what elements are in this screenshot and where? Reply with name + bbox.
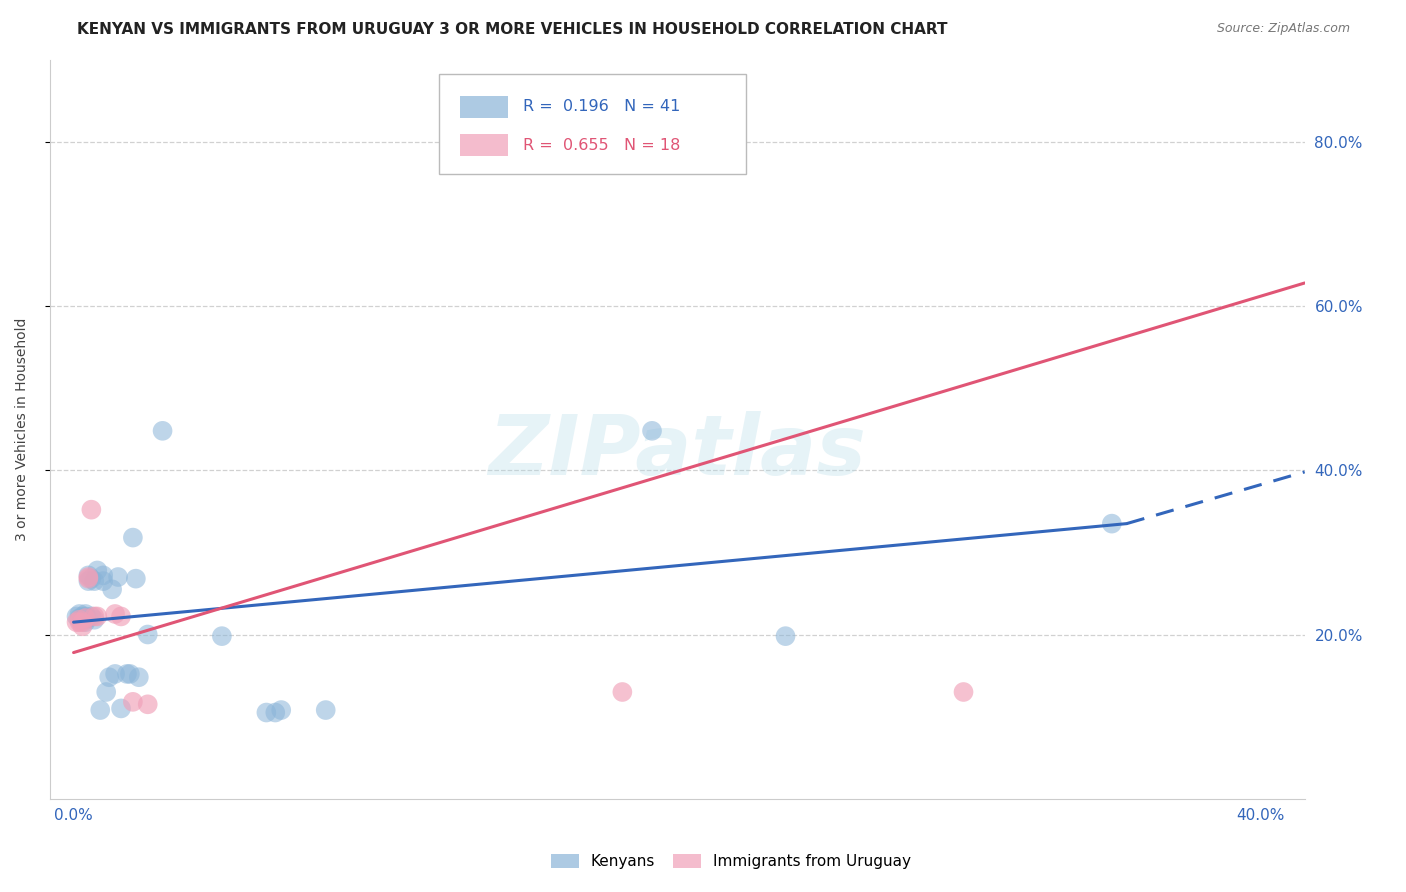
Point xyxy=(83,574,105,588)
Point xyxy=(136,627,159,641)
Point xyxy=(110,609,132,624)
Point xyxy=(80,572,103,586)
Legend: Kenyans, Immigrants from Uruguay: Kenyans, Immigrants from Uruguay xyxy=(546,847,917,875)
Point xyxy=(72,619,94,633)
Point xyxy=(98,670,121,684)
Point xyxy=(80,609,103,624)
Point xyxy=(72,615,94,630)
Point xyxy=(77,570,100,584)
Point xyxy=(69,611,91,625)
Point xyxy=(80,502,103,516)
Point xyxy=(65,615,87,630)
Point xyxy=(69,613,91,627)
Point xyxy=(128,670,150,684)
Text: R =  0.655   N = 18: R = 0.655 N = 18 xyxy=(523,138,681,153)
Point xyxy=(72,609,94,624)
Bar xyxy=(460,135,508,156)
Point xyxy=(91,568,114,582)
Text: Source: ZipAtlas.com: Source: ZipAtlas.com xyxy=(1216,22,1350,36)
Bar xyxy=(460,95,508,118)
Point xyxy=(77,574,100,588)
Point xyxy=(118,667,141,681)
Point xyxy=(75,611,97,625)
Point xyxy=(75,609,97,624)
Point xyxy=(89,703,111,717)
Point xyxy=(75,607,97,621)
Point xyxy=(75,615,97,630)
Point xyxy=(86,609,108,624)
Point xyxy=(107,570,129,584)
Text: R =  0.196   N = 41: R = 0.196 N = 41 xyxy=(523,99,681,114)
Point xyxy=(75,613,97,627)
Point xyxy=(315,703,337,717)
Y-axis label: 3 or more Vehicles in Household: 3 or more Vehicles in Household xyxy=(15,318,30,541)
Point xyxy=(104,607,127,621)
Point xyxy=(91,574,114,588)
Point xyxy=(612,685,634,699)
Point xyxy=(110,701,132,715)
Point xyxy=(86,564,108,578)
Point xyxy=(69,607,91,621)
Point xyxy=(270,703,292,717)
Point xyxy=(1101,516,1123,531)
Point xyxy=(264,706,287,720)
Point xyxy=(254,706,277,720)
Point xyxy=(65,609,87,624)
Point xyxy=(69,615,91,630)
Point xyxy=(125,572,148,586)
Point xyxy=(96,685,118,699)
Point xyxy=(101,582,124,597)
Text: KENYAN VS IMMIGRANTS FROM URUGUAY 3 OR MORE VEHICLES IN HOUSEHOLD CORRELATION CH: KENYAN VS IMMIGRANTS FROM URUGUAY 3 OR M… xyxy=(77,22,948,37)
Point xyxy=(122,531,145,545)
Point xyxy=(83,609,105,624)
Point xyxy=(77,611,100,625)
Point xyxy=(152,424,174,438)
Point xyxy=(952,685,974,699)
Point xyxy=(641,424,664,438)
Point xyxy=(104,667,127,681)
Text: ZIPatlas: ZIPatlas xyxy=(488,411,866,491)
Point xyxy=(775,629,797,643)
Point xyxy=(714,135,737,149)
FancyBboxPatch shape xyxy=(439,74,747,174)
Point xyxy=(115,667,138,681)
Point xyxy=(122,695,145,709)
Point xyxy=(83,613,105,627)
Point xyxy=(77,568,100,582)
Point xyxy=(72,613,94,627)
Point xyxy=(211,629,233,643)
Point xyxy=(77,572,100,586)
Point xyxy=(136,698,159,712)
